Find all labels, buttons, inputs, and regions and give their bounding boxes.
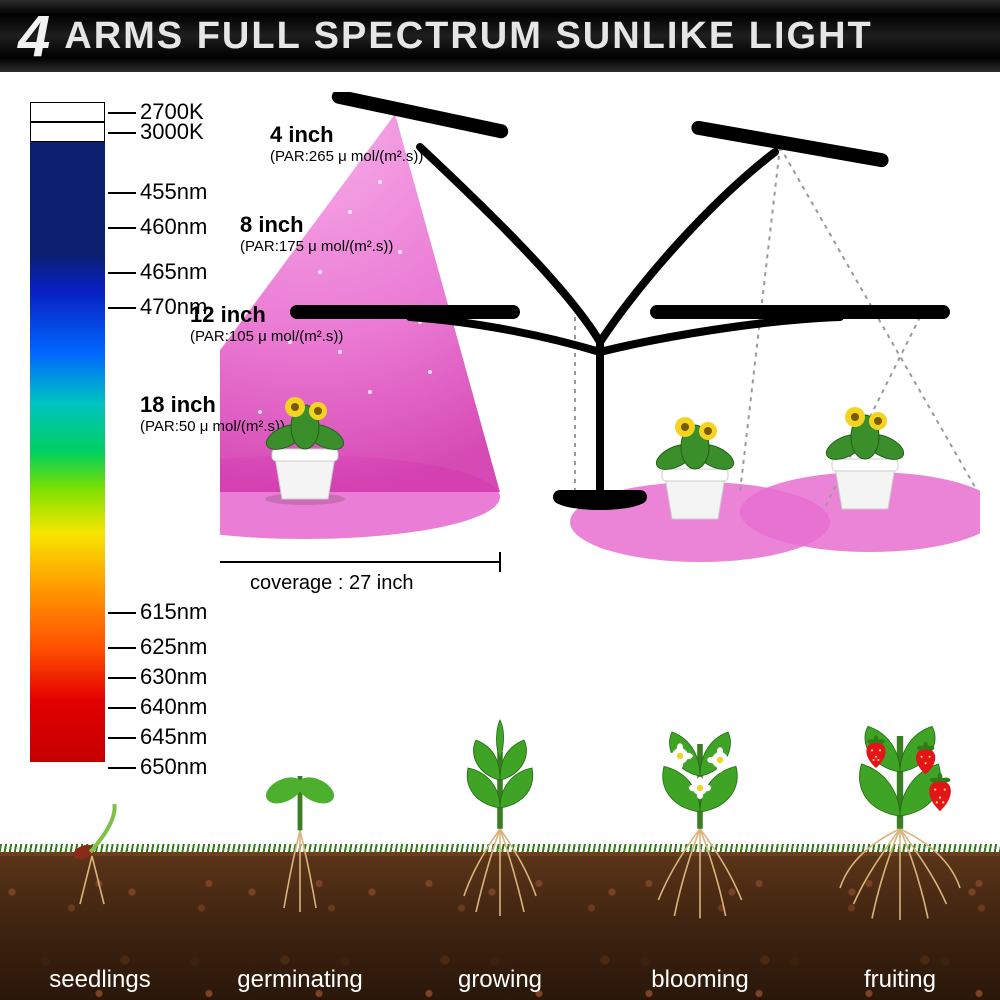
spectrum-tick bbox=[108, 307, 136, 309]
spectrum-tick bbox=[108, 227, 136, 229]
par-reading: 12 inch(PAR:105 μ mol/(m².s)) bbox=[190, 302, 343, 345]
title-text: ARMS FULL SPECTRUM SUNLIKE LIGHT bbox=[64, 15, 873, 58]
title-bar: 4 ARMS FULL SPECTRUM SUNLIKE LIGHT bbox=[0, 0, 1000, 72]
spectrum-tick-label: 455nm bbox=[140, 179, 207, 205]
spectrum-tick bbox=[108, 612, 136, 614]
lamp-diagram: 4 inch(PAR:265 μ mol/(m².s)) 8 inch(PAR:1… bbox=[220, 92, 980, 612]
growth-stage-seedlings: seedlings bbox=[0, 792, 200, 1000]
spectrum-bar bbox=[30, 102, 105, 762]
stage-label: seedlings bbox=[0, 966, 200, 994]
growth-stage-growing: growing bbox=[400, 792, 600, 1000]
spectrum-tick bbox=[108, 647, 136, 649]
coverage-label: coverage : 27 inch bbox=[250, 572, 413, 595]
stage-label: blooming bbox=[600, 966, 800, 994]
title-number: 4 bbox=[18, 3, 52, 70]
stage-label: growing bbox=[400, 966, 600, 994]
spectrum-tick bbox=[108, 132, 136, 134]
spectrum-tick-label: 625nm bbox=[140, 634, 207, 660]
spectrum-tick bbox=[108, 707, 136, 709]
par-reading: 4 inch(PAR:265 μ mol/(m².s)) bbox=[270, 122, 423, 165]
spectrum-tick-label: 630nm bbox=[140, 664, 207, 690]
spectrum-tick-label: 615nm bbox=[140, 599, 207, 625]
spectrum-tick-label: 460nm bbox=[140, 214, 207, 240]
spectrum-tick bbox=[108, 192, 136, 194]
growth-stage-fruiting: fruiting bbox=[800, 792, 1000, 1000]
stage-label: germinating bbox=[200, 966, 400, 994]
spectrum-tick-label: 465nm bbox=[140, 259, 207, 285]
main-diagram: 2700K3000K455nm460nm465nm470nm615nm625nm… bbox=[0, 72, 1000, 792]
growth-stage-germinating: germinating bbox=[200, 792, 400, 1000]
spectrum-tick-label: 3000K bbox=[140, 119, 204, 145]
growth-stages: seedlings germinating growing bbox=[0, 792, 1000, 1000]
spectrum-tick bbox=[108, 272, 136, 274]
spectrum-tick bbox=[108, 677, 136, 679]
spectrum-tick bbox=[108, 112, 136, 114]
par-reading: 8 inch(PAR:175 μ mol/(m².s)) bbox=[240, 212, 393, 255]
stage-label: fruiting bbox=[800, 966, 1000, 994]
growth-stage-blooming: blooming bbox=[600, 792, 800, 1000]
